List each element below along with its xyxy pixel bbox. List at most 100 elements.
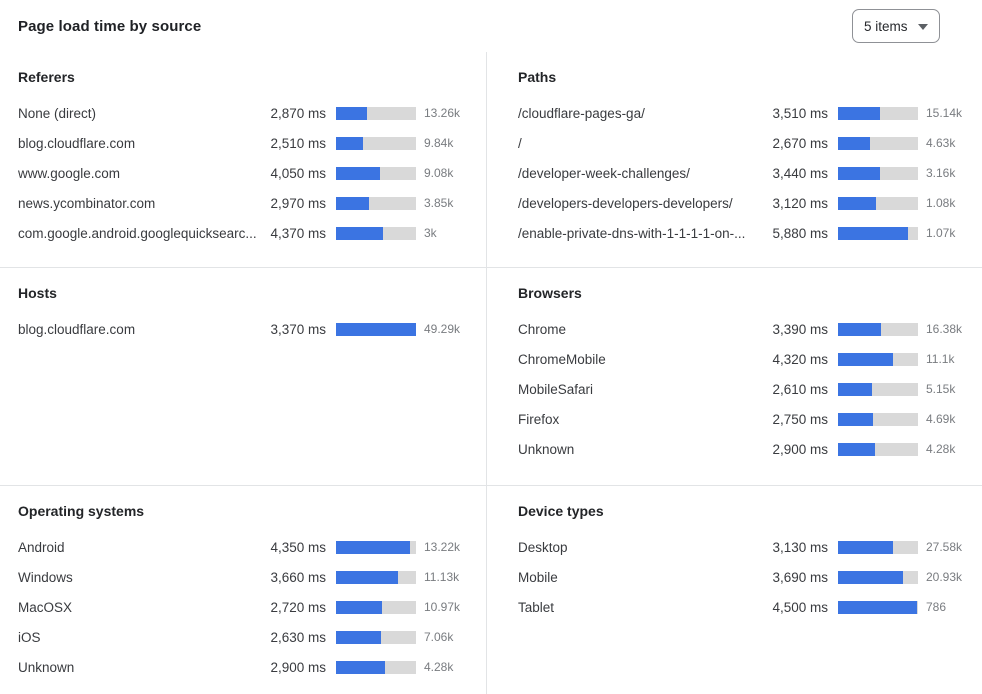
stat-bar-fill xyxy=(336,166,380,180)
stat-bar xyxy=(838,442,918,456)
stat-row[interactable]: Android 4,350 ms 13.22k xyxy=(18,532,468,562)
stat-value-ms: 2,870 ms xyxy=(270,105,326,121)
stat-row[interactable]: Windows 3,660 ms 11.13k xyxy=(18,562,468,592)
stat-value-ms: 4,320 ms xyxy=(772,351,828,367)
items-count-dropdown[interactable]: 5 items xyxy=(852,9,940,43)
referers-list: None (direct) 2,870 ms 13.26k blog.cloud… xyxy=(18,98,468,248)
stat-value-ms: 4,370 ms xyxy=(270,225,326,241)
stat-value-ms: 2,750 ms xyxy=(772,411,828,427)
stat-bar xyxy=(336,196,416,210)
panel-title-referers: Referers xyxy=(18,69,75,85)
stat-bar-fill xyxy=(336,136,364,150)
stat-count: 15.14k xyxy=(926,106,963,120)
stat-label: iOS xyxy=(18,629,41,645)
stat-label: Chrome xyxy=(518,321,567,337)
stat-count: 4.28k xyxy=(926,442,956,456)
stat-count: 11.13k xyxy=(424,570,460,584)
stat-bar-fill xyxy=(838,540,894,554)
stat-bar xyxy=(838,570,918,584)
stat-label: / xyxy=(518,135,522,151)
stat-value-ms: 4,350 ms xyxy=(270,539,326,555)
stat-row[interactable]: Unknown 2,900 ms 4.28k xyxy=(518,434,970,464)
stat-row[interactable]: Firefox 2,750 ms 4.69k xyxy=(518,404,970,434)
stat-count: 5.15k xyxy=(926,382,956,396)
stat-count: 7.06k xyxy=(424,630,454,644)
stat-value-ms: 2,610 ms xyxy=(772,381,828,397)
stat-label: /developers-developers-developers/ xyxy=(518,195,733,211)
stat-row[interactable]: ChromeMobile 4,320 ms 11.1k xyxy=(518,344,970,374)
stat-bar xyxy=(336,136,416,150)
panel-referers: Referers None (direct) 2,870 ms 13.26k b… xyxy=(0,52,486,267)
stat-bar-fill xyxy=(336,106,368,120)
stat-count: 13.22k xyxy=(424,540,461,554)
stat-bar xyxy=(336,226,416,240)
stat-row[interactable]: news.ycombinator.com 2,970 ms 3.85k xyxy=(18,188,468,218)
stat-count: 49.29k xyxy=(424,322,461,336)
stat-row[interactable]: www.google.com 4,050 ms 9.08k xyxy=(18,158,468,188)
stat-row[interactable]: com.google.android.googlequicksearc... 4… xyxy=(18,218,468,248)
stat-count: 9.84k xyxy=(424,136,454,150)
stat-label: None (direct) xyxy=(18,105,97,121)
stat-bar-fill xyxy=(336,570,399,584)
stat-row[interactable]: Desktop 3,130 ms 27.58k xyxy=(518,532,970,562)
stat-value-ms: 2,510 ms xyxy=(270,135,326,151)
stat-row[interactable]: /developer-week-challenges/ 3,440 ms 3.1… xyxy=(518,158,970,188)
stat-label: www.google.com xyxy=(18,165,121,181)
stat-label: Unknown xyxy=(518,441,575,457)
stat-bar xyxy=(838,166,918,180)
panel-browsers: Browsers Chrome 3,390 ms 16.38k ChromeMo… xyxy=(486,268,982,485)
stat-label: blog.cloudflare.com xyxy=(18,321,136,337)
panel-title-device-types: Device types xyxy=(518,503,604,519)
stat-row[interactable]: MobileSafari 2,610 ms 5.15k xyxy=(518,374,970,404)
stat-row[interactable]: /cloudflare-pages-ga/ 3,510 ms 15.14k xyxy=(518,98,970,128)
stat-bar xyxy=(336,322,416,336)
stat-value-ms: 3,510 ms xyxy=(772,105,828,121)
chevron-down-icon xyxy=(918,23,928,30)
stat-row[interactable]: Tablet 4,500 ms 786 xyxy=(518,592,970,622)
stat-row[interactable]: /enable-private-dns-with-1-1-1-1-on-... … xyxy=(518,218,970,248)
page-title: Page load time by source xyxy=(18,17,202,35)
stat-count: 3.16k xyxy=(926,166,956,180)
stat-count: 10.97k xyxy=(424,600,461,614)
stat-bar xyxy=(336,106,416,120)
stat-count: 1.08k xyxy=(926,196,956,210)
section-os-devices: Operating systems Android 4,350 ms 13.22… xyxy=(0,485,982,694)
stat-row[interactable]: None (direct) 2,870 ms 13.26k xyxy=(18,98,468,128)
stat-bar xyxy=(838,382,918,396)
stat-row[interactable]: / 2,670 ms 4.63k xyxy=(518,128,970,158)
stat-bar xyxy=(838,106,918,120)
stat-label: ChromeMobile xyxy=(518,351,606,367)
panel-hosts: Hosts blog.cloudflare.com 3,370 ms 49.29… xyxy=(0,268,486,485)
stat-bar xyxy=(838,322,918,336)
stat-bar-fill xyxy=(838,570,903,584)
stat-label: /cloudflare-pages-ga/ xyxy=(518,105,645,121)
stat-value-ms: 2,900 ms xyxy=(270,659,326,675)
stat-value-ms: 3,690 ms xyxy=(772,569,828,585)
stat-label: Mobile xyxy=(518,569,558,585)
stat-label: MobileSafari xyxy=(518,381,594,397)
stat-row[interactable]: iOS 2,630 ms 7.06k xyxy=(18,622,468,652)
stat-bar-fill xyxy=(336,600,383,614)
stat-bar-fill xyxy=(336,196,369,210)
stat-row[interactable]: Mobile 3,690 ms 20.93k xyxy=(518,562,970,592)
stat-row[interactable]: blog.cloudflare.com 2,510 ms 9.84k xyxy=(18,128,468,158)
stat-row[interactable]: Unknown 2,900 ms 4.28k xyxy=(18,652,468,682)
panel-header: Page load time by source 5 items xyxy=(0,0,982,52)
stat-value-ms: 2,970 ms xyxy=(270,195,326,211)
stat-value-ms: 3,390 ms xyxy=(772,321,828,337)
stat-bar xyxy=(336,540,416,554)
stat-row[interactable]: Chrome 3,390 ms 16.38k xyxy=(518,314,970,344)
stat-row[interactable]: blog.cloudflare.com 3,370 ms 49.29k xyxy=(18,314,468,344)
stat-bar-fill xyxy=(838,600,918,614)
stat-row[interactable]: MacOSX 2,720 ms 10.97k xyxy=(18,592,468,622)
stat-count: 786 xyxy=(926,600,947,614)
stat-value-ms: 4,500 ms xyxy=(772,599,828,615)
stat-row[interactable]: /developers-developers-developers/ 3,120… xyxy=(518,188,970,218)
stat-value-ms: 3,440 ms xyxy=(772,165,828,181)
stat-bar xyxy=(336,600,416,614)
stat-bar-fill xyxy=(336,322,416,336)
stat-count: 4.28k xyxy=(424,660,454,674)
stat-count: 11.1k xyxy=(926,352,955,366)
stat-bar-fill xyxy=(838,166,880,180)
stat-value-ms: 3,660 ms xyxy=(270,569,326,585)
